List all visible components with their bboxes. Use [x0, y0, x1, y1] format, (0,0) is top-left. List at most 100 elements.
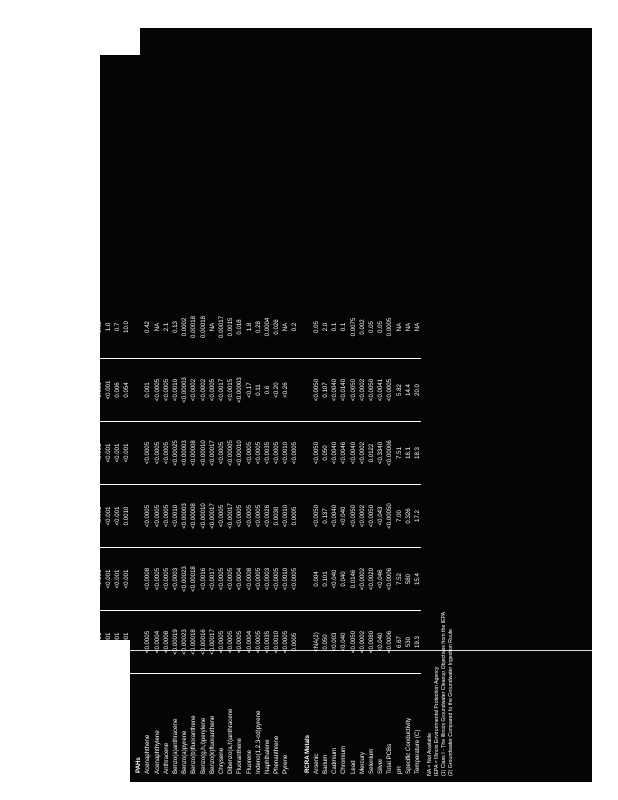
cell-b2: <0.003	[329, 610, 339, 674]
parameter-name: Benzo(a)pyrene	[181, 730, 189, 774]
cell-w4: <0.001	[102, 421, 112, 485]
table-row: Acenaphthene <0.0005 <0.0008 <0.0005 <0.0005…	[142, 296, 152, 776]
cell-w4: <0.0035	[261, 421, 272, 485]
cell-b6: 0.040	[338, 547, 348, 611]
cell-b6: <0.0005	[160, 547, 171, 611]
column-header-param: Parameters	[62, 673, 81, 776]
cell-mw6: <0.26	[280, 358, 290, 422]
cell-mw3: <0.00008	[188, 484, 198, 548]
cell-b2: <0.040	[375, 610, 385, 674]
cell-mw3: <0.043	[375, 484, 385, 548]
table-row: Benzo(b)fluoranthene <0.00018 <0.00018 <0.0…	[188, 296, 198, 776]
cell-b2: <0.0004	[151, 610, 161, 674]
group-spacer-cell	[298, 421, 311, 485]
cell-mw3: 0.326	[402, 484, 412, 548]
cell-mw6: <0.17	[243, 358, 253, 422]
cell-mw6: <0.0050	[310, 358, 321, 422]
cell-iepa: NA	[151, 296, 161, 359]
cell-b6: <0.0005	[289, 547, 299, 611]
cell-mw6: <0.001	[102, 358, 112, 422]
cell-b6: <0.0008	[142, 547, 152, 611]
cell-mw6: 14.4	[402, 358, 412, 422]
cell-b6: <0.0005	[225, 547, 235, 611]
group-spacer-cell	[298, 484, 311, 548]
table-group-row: BTEX	[80, 296, 94, 776]
table-row: Naphthalene <0.0035 <0.0003 <0.0026 <0.0035 0…	[261, 296, 272, 776]
cell-iepa: 0.7	[111, 296, 122, 359]
parameter-name: Specific Conductivity	[404, 717, 412, 774]
cell-mw3: <0.0005	[215, 484, 226, 548]
cell-iepa: 0.28	[252, 296, 262, 359]
cell-w4: <0.0050	[310, 421, 321, 485]
table-row: Benzo(k)fluoranthene <0.00017 <0.0017 <0.00…	[206, 296, 216, 776]
cell-mw6: <0.0017	[215, 358, 226, 422]
cell-iepa: 0.42	[142, 296, 152, 359]
column-header-line: Parameters	[74, 709, 81, 741]
cell-b2: <0.00017	[206, 610, 216, 674]
cell-mw3: <0.001	[111, 484, 122, 548]
table-row: Ethyl Benzene <0.001 <0.001 <0.001 <0.001 0.0…	[111, 296, 122, 776]
column-header-mw3: MW-3 (B-9) 489984 10/26/88	[62, 484, 81, 548]
cell-b2: <NA(2)	[310, 610, 321, 674]
scan-artifact-line	[100, 650, 592, 651]
cell-iepa: 0.05	[310, 296, 321, 359]
cell-mw6: <0.0050	[347, 358, 357, 422]
cell-iepa: 0.018	[234, 296, 244, 359]
cell-b2: <0.001	[121, 610, 131, 674]
parameter-name: Temperature (C)	[413, 729, 421, 774]
cell-mw6: 0.001	[93, 358, 103, 422]
cell-mw6: 0.054	[121, 358, 131, 422]
table-row: 0.0005 <0.0005 0.0005 <0.0005 0.2	[289, 296, 299, 776]
group-spacer-cell	[80, 484, 94, 548]
cell-b6: <0.046	[375, 547, 385, 611]
cell-b6: 7.52	[393, 547, 403, 611]
cell-w4: <0.0005	[160, 421, 171, 485]
group-spacer-cell	[80, 610, 94, 674]
cell-b6: <0.001	[121, 547, 131, 611]
cell-w4: <0.3340	[375, 421, 385, 485]
parameter-name: Pyrene	[282, 754, 290, 774]
cell-b6: <0.0002	[356, 547, 366, 611]
table-row: Mercury <0.0002 <0.0002 <0.0002 <0.0002 <0.00…	[356, 296, 366, 776]
parameter-name: Chrysene	[217, 747, 225, 774]
table-row: Specific Conductivity 530 580 0.326 18.1 14.4…	[402, 296, 412, 776]
group-spacer-cell	[298, 547, 311, 611]
table-row: Chromium <0.040 0.040 <0.040 <0.0046 <0.0140 0…	[338, 296, 348, 776]
cell-mw3: <0.0010	[280, 484, 290, 548]
parameter-name: Lead	[349, 760, 357, 774]
column-header-iepa: IEPA Groundwater (Class I) Cleanup Objecti…	[62, 296, 81, 359]
parameter-name: Total PCBs	[386, 743, 394, 774]
cell-b2: <0.0005	[215, 610, 226, 674]
cell-b2: <0.0010	[271, 610, 281, 674]
title-line-6: Romeoville, Illinois	[48, 425, 56, 483]
table-row: Cadmium <0.003 <0.040 <0.0040 <0.0040 <0.0040…	[329, 296, 339, 776]
title-line-3: Groundwater Analytical Results in Millig…	[25, 365, 33, 543]
cell-mw3: <0.0010	[170, 484, 180, 548]
cell-iepa: 0.1	[329, 296, 339, 359]
table-row: Anthracene <0.0008 <0.0005 <0.0005 <0.0005 <0…	[160, 296, 171, 776]
cell-iepa: 0.05	[365, 296, 376, 359]
cell-w4: <0.00010	[234, 421, 244, 485]
cell-iepa: 0.00018	[188, 296, 198, 359]
cell-iepa: 0.026	[271, 296, 281, 359]
column-header-line: 10/26/88	[74, 441, 81, 465]
table-row: Acenaphthylene <0.0004 <0.0005 <0.0005 <0.00…	[151, 296, 161, 776]
cell-w4: 0.050	[320, 421, 330, 485]
title-line-2: Groundwater Sampling	[17, 417, 24, 491]
footnotes-block: NA = Not Available IEPA = Illinois Enviro…	[427, 216, 455, 776]
table-row: Benzo(a)pyrene <0.00023 <0.00023 <0.00003 <0…	[179, 296, 189, 776]
table-row: Phenanthrene <0.0010 <0.0005 0.0030 <0.0005 <…	[271, 296, 281, 776]
cell-mw3: <0.00050	[384, 484, 394, 548]
group-spacer-cell	[130, 547, 143, 611]
cell-iepa: 0.1	[338, 296, 348, 359]
table-row: Total PCBs <0.0006 <0.0006 <0.00050 <0.00006…	[384, 296, 394, 776]
table-row: Temperature (C) 19.3 15.4 17.2 18.3 20.0 NA	[411, 296, 422, 776]
cell-mw3: <0.0050	[365, 484, 376, 548]
cell-mw3: <0.0005	[243, 484, 253, 548]
cell-b6: <0.0008	[243, 547, 253, 611]
cell-mw6: <0.0005	[151, 358, 161, 422]
cell-mw6: <0.0002	[188, 358, 198, 422]
cell-w4: <0.0005	[252, 421, 262, 485]
cell-w4: <0.00010	[197, 421, 207, 485]
